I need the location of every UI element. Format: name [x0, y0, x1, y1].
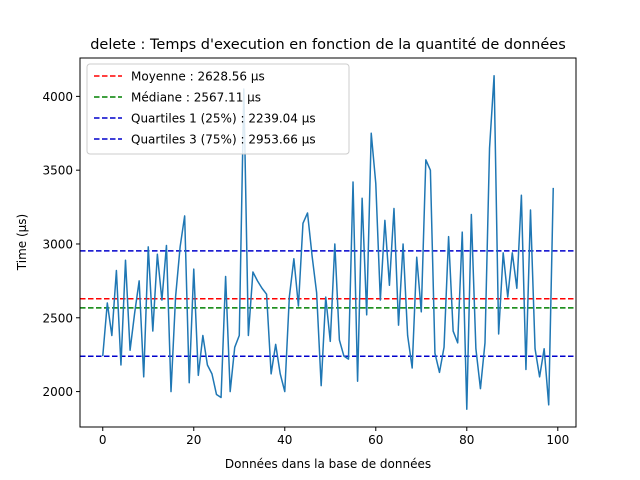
x-axis: 0 20 40 60 80 100: [99, 427, 569, 447]
legend-label-2: Quartiles 1 (25%) : 2239.04 µs: [131, 112, 316, 126]
y-tick-label: 2000: [42, 385, 73, 399]
y-tick-label: 4000: [42, 90, 73, 104]
x-tick-label: 40: [277, 433, 292, 447]
x-tick-label: 100: [546, 433, 569, 447]
legend: Moyenne : 2628.56 µs Médiane : 2567.11 µs…: [86, 63, 350, 155]
y-tick-label: 3000: [42, 237, 73, 251]
legend-box: [86, 63, 350, 155]
series-line-0: [102, 74, 554, 411]
y-tick-label: 2500: [42, 311, 73, 325]
chart-title: delete : Temps d'execution en fonction d…: [90, 37, 566, 53]
x-tick-label: 20: [186, 433, 201, 447]
x-tick-label: 80: [459, 433, 474, 447]
legend-label-1: Médiane : 2567.11 µs: [131, 91, 261, 105]
x-tick-label: 60: [368, 433, 383, 447]
x-tick-label: 0: [99, 433, 107, 447]
x-axis-label: Données dans la base de données: [225, 457, 431, 471]
y-axis: 2000 2500 3000 3500 4000: [42, 90, 80, 399]
legend-label-0: Moyenne : 2628.56 µs: [131, 70, 265, 84]
legend-label-3: Quartiles 3 (75%) : 2953.66 µs: [131, 133, 316, 147]
y-axis-label: Time (µs): [15, 214, 29, 271]
plot-border: [79, 57, 577, 428]
series-layer: [102, 74, 554, 411]
y-tick-label: 3500: [42, 164, 73, 178]
